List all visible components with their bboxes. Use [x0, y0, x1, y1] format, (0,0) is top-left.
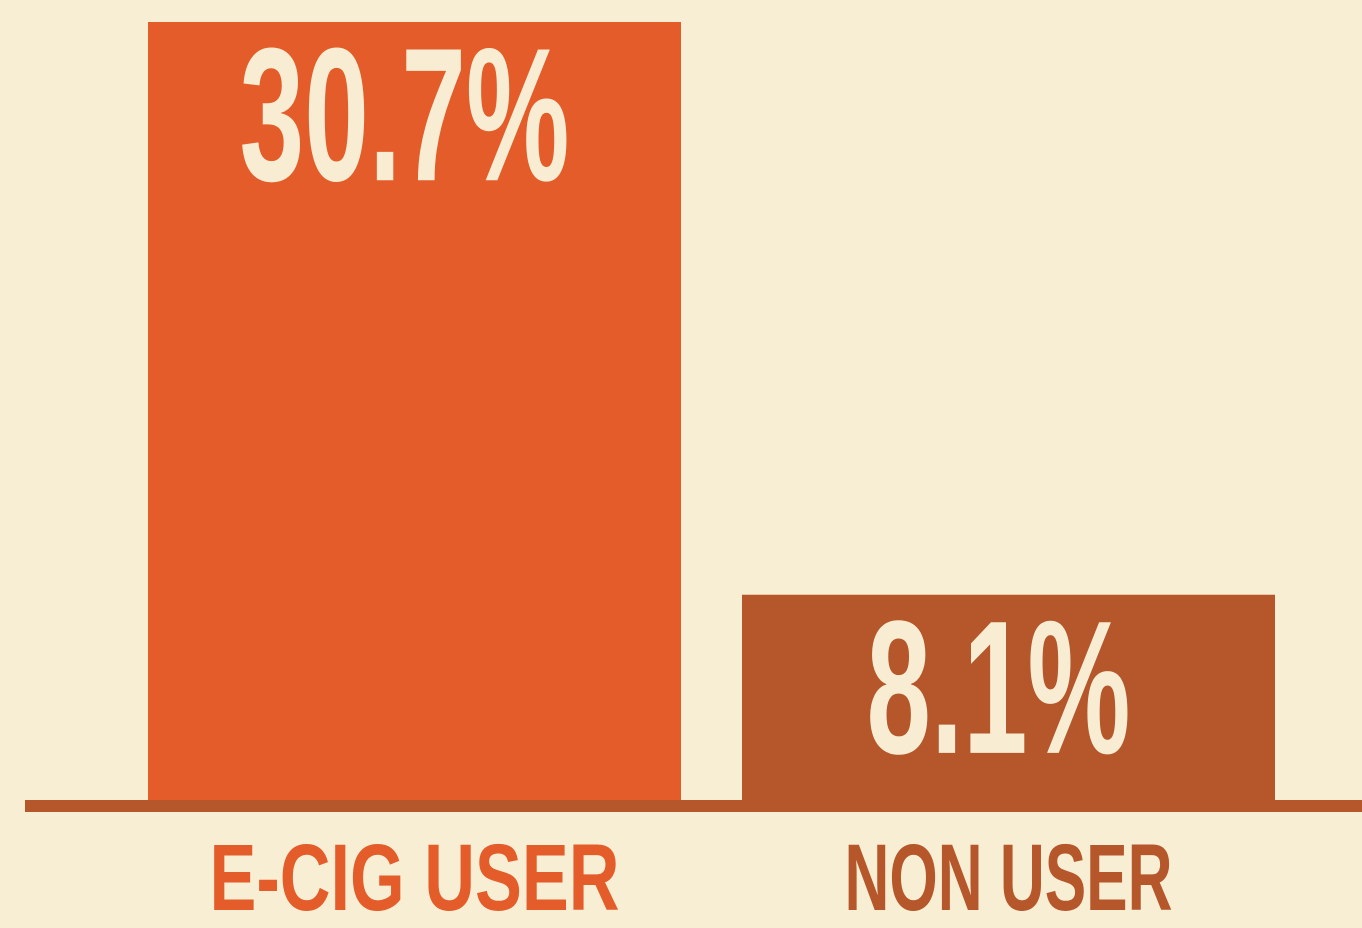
bar: [742, 594, 1275, 800]
category-label: NON USER: [845, 825, 1173, 928]
category-label: E-CIG USER: [210, 825, 620, 928]
bar: [148, 22, 681, 800]
baseline: [25, 800, 1362, 812]
value-label: 8.1%: [867, 582, 1131, 794]
value-label: 30.7%: [240, 9, 570, 221]
